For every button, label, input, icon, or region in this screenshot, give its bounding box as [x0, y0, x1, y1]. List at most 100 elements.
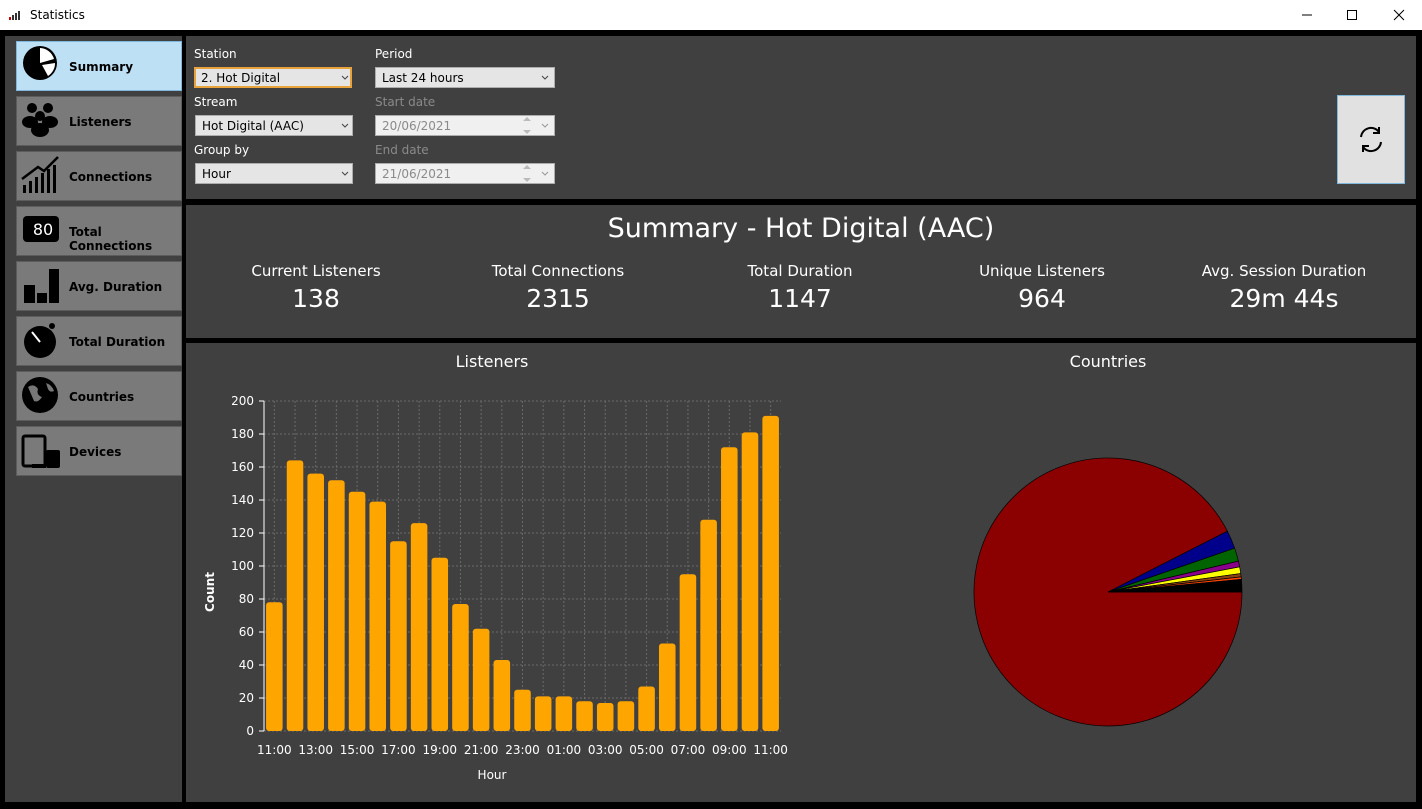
- bar: [555, 696, 573, 731]
- stat-value: 138: [292, 284, 340, 313]
- x-tick-label: 23:00: [505, 743, 540, 757]
- combo-arrows: [341, 75, 549, 182]
- bar: [328, 480, 345, 731]
- bar: [741, 432, 759, 731]
- bar: [307, 473, 324, 731]
- window-title: Statistics: [30, 8, 85, 22]
- nav-label: Listeners: [69, 115, 132, 129]
- stream-label: Stream: [194, 95, 238, 109]
- bar: [679, 574, 697, 731]
- stat-label: Total Connections: [491, 262, 625, 280]
- nav-label: Devices: [69, 445, 122, 459]
- summary-panel: Summary - Hot Digital (AAC) Current List…: [186, 205, 1416, 338]
- stat-label: Total Duration: [747, 262, 853, 280]
- stat-label: Avg. Session Duration: [1201, 262, 1367, 280]
- nav-button[interactable]: Devices: [16, 426, 182, 476]
- stream-combo[interactable]: Hot Digital (AAC): [195, 115, 353, 136]
- y-tick-label: 0: [246, 724, 254, 738]
- nav-label: Connections: [69, 170, 153, 184]
- end-date-input[interactable]: 21/06/2021: [375, 163, 555, 184]
- y-tick-label: 120: [231, 526, 254, 540]
- bar: [721, 447, 738, 731]
- nav-button[interactable]: Connections: [16, 151, 182, 201]
- bar: [617, 701, 635, 731]
- bar: [472, 628, 490, 731]
- period-combo[interactable]: Last 24 hours: [375, 67, 555, 88]
- sidebar: Summary Listeners Connections Total Connect…: [5, 36, 182, 802]
- refresh-icon: [1360, 126, 1382, 153]
- y-tick-label: 180: [231, 427, 254, 441]
- bar: [452, 603, 469, 731]
- bar: [576, 701, 593, 731]
- x-tick-label: 17:00: [381, 743, 416, 757]
- x-tick-label: 15:00: [340, 743, 375, 757]
- window-controls: [1302, 9, 1405, 21]
- y-tick-label: 40: [239, 658, 254, 672]
- station-label: Station: [194, 47, 237, 61]
- nav-label: Total Duration: [69, 335, 166, 349]
- end-date-label: End date: [375, 143, 429, 157]
- refresh-button[interactable]: [1337, 95, 1405, 184]
- x-tick-label: 21:00: [464, 743, 499, 757]
- group-by-combo[interactable]: Hour: [195, 163, 353, 184]
- bar: [762, 415, 779, 731]
- y-tick-label: 160: [231, 460, 254, 474]
- nav-button[interactable]: Total Connections 80: [16, 206, 182, 256]
- x-axis-label: Hour: [478, 768, 507, 782]
- nav-icon: [22, 377, 58, 413]
- y-tick-label: 60: [239, 625, 254, 639]
- bar: [658, 643, 676, 731]
- bar: [286, 460, 304, 731]
- bar: [514, 689, 531, 731]
- x-tick-label: 09:00: [712, 743, 747, 757]
- nav-button[interactable]: Avg. Duration: [16, 261, 182, 311]
- nav-icon: [24, 269, 59, 303]
- chart-title: Listeners: [456, 352, 529, 371]
- x-tick-label: 07:00: [671, 743, 706, 757]
- nav-icon: [24, 323, 56, 358]
- x-tick-label: 19:00: [422, 743, 457, 757]
- title-bar: Statistics: [0, 0, 1422, 30]
- x-tick-label: 05:00: [629, 743, 664, 757]
- bar: [638, 686, 655, 731]
- bar: [596, 702, 614, 731]
- app-icon: [9, 11, 20, 20]
- nav-icon: [23, 46, 57, 80]
- nav-button[interactable]: Summary: [16, 41, 182, 91]
- nav-button[interactable]: Listeners: [16, 96, 182, 146]
- nav-icon: [22, 103, 58, 137]
- pie-slice: [1107, 579, 1243, 593]
- maximize[interactable]: [1347, 10, 1357, 20]
- nav-button[interactable]: Countries: [16, 371, 182, 421]
- nav-icon: [21, 434, 60, 468]
- x-tick-label: 01:00: [547, 743, 582, 757]
- y-tick-label: 140: [231, 493, 254, 507]
- station-combo[interactable]: 2. Hot Digital: [194, 67, 352, 88]
- nav-button[interactable]: Total Duration: [16, 316, 182, 366]
- nav-icon: [23, 216, 59, 242]
- bar: [493, 660, 511, 731]
- stat-value: 2315: [526, 284, 590, 313]
- filter-panel: Station 2. Hot Digital Period Last 24 ho…: [186, 36, 1416, 199]
- bar: [410, 523, 428, 731]
- y-axis-label: Count: [203, 572, 217, 612]
- nav-label: Avg. Duration: [69, 280, 163, 294]
- stat-value: 1147: [768, 284, 832, 313]
- period-label: Period: [375, 47, 413, 61]
- chart-title: Countries: [1070, 352, 1147, 371]
- nav-label: Countries: [69, 390, 135, 404]
- x-tick-label: 13:00: [298, 743, 333, 757]
- y-tick-label: 100: [231, 559, 254, 573]
- bar: [369, 501, 387, 731]
- nav-icon: [21, 156, 59, 193]
- bar: [700, 519, 717, 731]
- nav-label: Summary: [69, 60, 134, 74]
- start-date-input[interactable]: 20/06/2021: [375, 115, 555, 136]
- stat-value: 29m 44s: [1229, 284, 1339, 313]
- bar: [431, 557, 449, 731]
- group-by-label: Group by: [194, 143, 250, 157]
- bar: [534, 696, 552, 731]
- close[interactable]: [1393, 9, 1405, 21]
